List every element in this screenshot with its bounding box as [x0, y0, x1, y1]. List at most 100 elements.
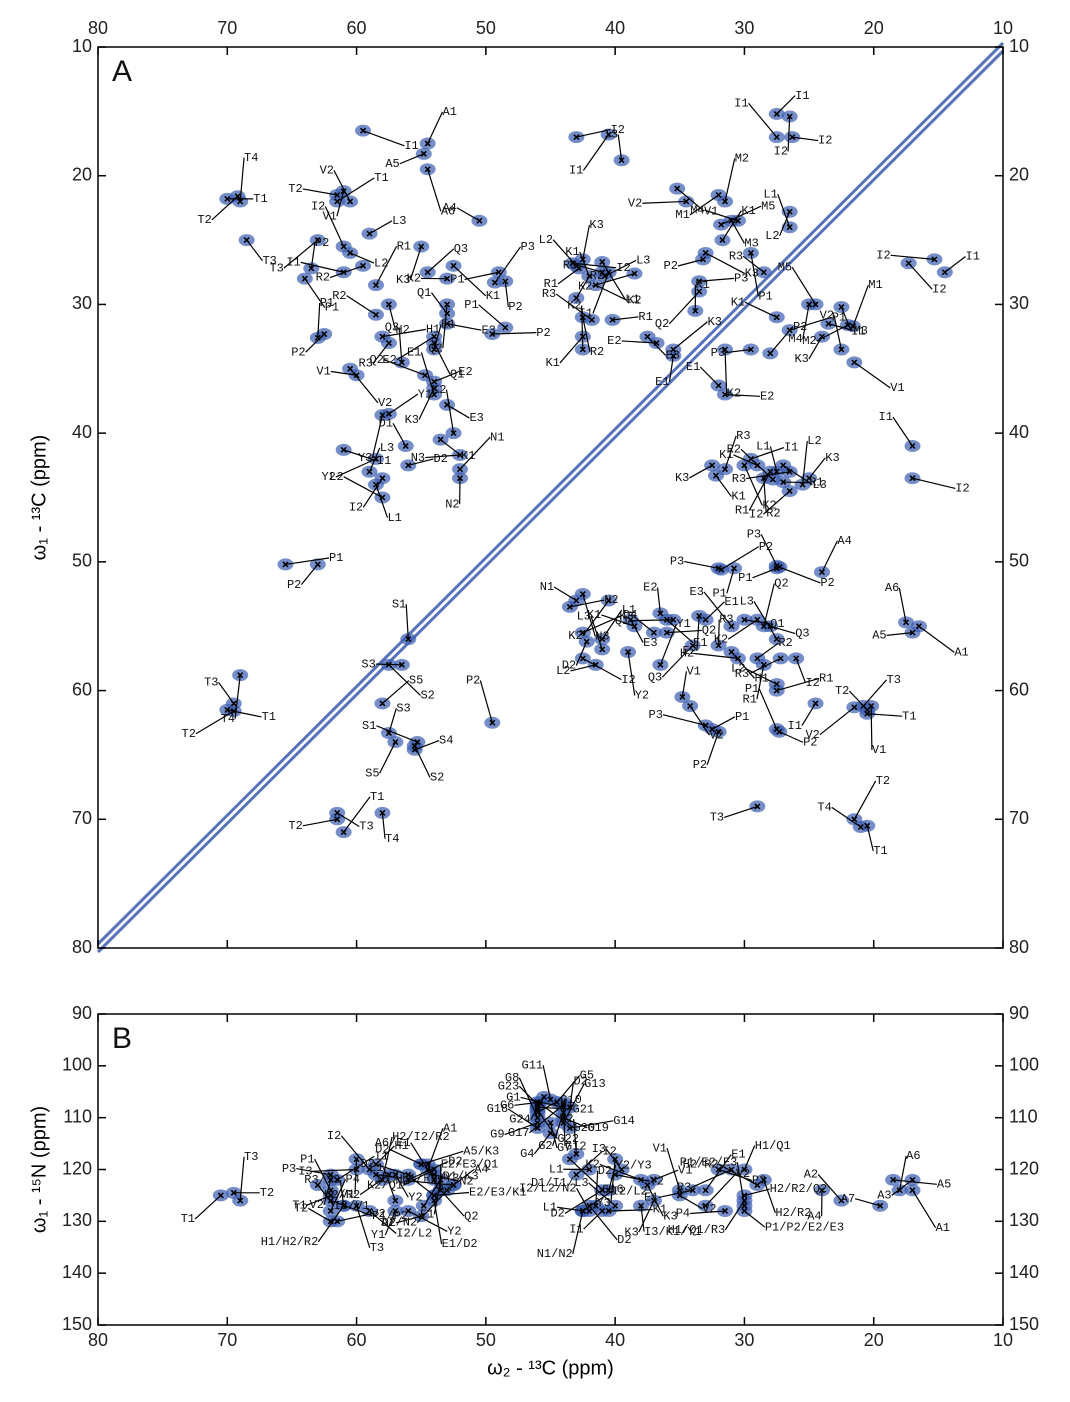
peak-label: H1/Q1/R3	[668, 1223, 726, 1237]
peak-label: N1	[540, 580, 554, 594]
y-tick-label: 30	[1009, 293, 1029, 313]
peak-label: K2	[567, 299, 581, 313]
peak-label: P2	[759, 540, 773, 554]
peak-label: G1	[506, 1091, 520, 1105]
peak-label: V1	[316, 365, 330, 379]
y-tick-label: 140	[62, 1262, 92, 1282]
peak-label: M3	[744, 236, 758, 250]
peak-label: S3	[396, 701, 410, 715]
peak-label: I2	[932, 282, 946, 296]
peak-label: K3	[619, 610, 633, 624]
peak-label: I1	[795, 89, 809, 103]
peak-label: A3	[437, 1182, 451, 1196]
peak-label: I3	[298, 1164, 312, 1178]
peak-label: Q2	[702, 624, 716, 638]
peak-label: Q2	[370, 353, 384, 367]
peak-label: I1	[569, 164, 583, 178]
peak-label: K2/Q1	[367, 1179, 403, 1193]
peak-label: Y1	[676, 617, 690, 631]
peak-label: I2	[955, 482, 969, 496]
peak-label: P3	[521, 240, 535, 254]
peak-label: G8	[505, 1071, 519, 1085]
x-tick-label: 40	[605, 18, 625, 38]
peak-label: E1	[407, 346, 421, 360]
peak-label: T2	[294, 1201, 308, 1215]
peak-label: M2	[802, 334, 816, 348]
peak-label: E1	[441, 318, 455, 332]
peak-label: N3	[411, 451, 425, 465]
y-tick-label: 20	[1009, 164, 1029, 184]
peak-label: P2	[291, 345, 305, 359]
peak-label: I3	[604, 128, 618, 142]
peak-label: G9	[490, 1128, 504, 1142]
peak-label: P2	[508, 300, 522, 314]
peak-label: S1	[362, 719, 376, 733]
peak-label: R3	[736, 429, 750, 443]
peak-label: I1	[851, 324, 865, 338]
x-tick-label: 50	[476, 1330, 496, 1350]
peak-label: P2	[803, 736, 817, 750]
peak-label: R3	[542, 287, 556, 301]
peak-label: Y2	[408, 1190, 422, 1204]
peak-label: S5	[409, 674, 423, 688]
peak-label: I2/L2/N2	[519, 1181, 577, 1195]
peak-label: R2	[316, 271, 330, 285]
peak-label: I1	[404, 139, 418, 153]
peak-label: R3	[677, 1181, 691, 1195]
peak-label: E1	[686, 360, 700, 374]
peak-label: M1	[868, 278, 882, 292]
peak-label: R2	[332, 289, 346, 303]
peak-label: N2	[445, 497, 459, 511]
y-tick-label: 100	[62, 1055, 92, 1075]
y-tick-label: 60	[72, 679, 92, 699]
peak-label: T1	[873, 844, 887, 858]
peak-label: P3	[282, 1162, 296, 1176]
peak-label: N1/N2	[537, 1247, 573, 1261]
leader-line	[376, 664, 402, 665]
y-tick-label: 120	[62, 1158, 92, 1178]
y-axis-title: ω₁ - ¹⁵N (ppm)	[28, 1106, 50, 1233]
peak-label: D2	[617, 1233, 631, 1247]
peak-label: K3	[708, 315, 722, 329]
peak-label: D2	[375, 1143, 389, 1157]
peak-label: L1	[549, 1162, 563, 1176]
peak-label: A1	[443, 105, 457, 119]
y-tick-label: 90	[72, 1003, 92, 1023]
peak-label: G11	[522, 1058, 544, 1072]
peak-label: R1	[638, 310, 652, 324]
peak-label: P3	[747, 528, 761, 542]
peak-label: P3	[734, 272, 748, 286]
y-tick-label: 110	[63, 1106, 92, 1126]
x-tick-label: 50	[476, 18, 496, 38]
peak-label: Q2	[464, 1209, 478, 1223]
y-tick-label: 60	[1009, 679, 1029, 699]
peak-label: E2	[458, 365, 472, 379]
peak-label: Y1	[371, 1228, 385, 1242]
peak-label: P1/P2/E2/E3	[765, 1220, 844, 1234]
peak-label: D2	[598, 1164, 612, 1178]
peak-label: K1	[545, 356, 559, 370]
peak-label: S5	[365, 766, 379, 780]
peak-label: P2	[693, 758, 707, 772]
peak-label: P2	[664, 259, 678, 273]
y-tick-label: 10	[1009, 36, 1029, 56]
peak-label: G14	[613, 1114, 635, 1128]
peak-label: V2	[378, 396, 392, 410]
peak-label: E3	[469, 411, 483, 425]
x-tick-label: 40	[605, 1330, 625, 1350]
peak-label: T4	[244, 151, 258, 165]
peak-label: I2	[818, 134, 832, 148]
peak-label: L2	[556, 664, 570, 678]
peak-label: R2	[766, 506, 780, 520]
x-tick-label: 60	[347, 1330, 367, 1350]
peak-label: G7	[557, 1141, 571, 1155]
peak-label: N1	[490, 430, 504, 444]
peak-label: S2	[420, 689, 434, 703]
peak-label: A4	[837, 534, 851, 548]
peak-label: P2	[466, 674, 480, 688]
peak-label: E1	[655, 375, 669, 389]
peak-label: K3	[675, 471, 689, 485]
peak-label: P1/E2/E3	[680, 1156, 738, 1170]
peak-label: K1	[653, 1203, 667, 1217]
